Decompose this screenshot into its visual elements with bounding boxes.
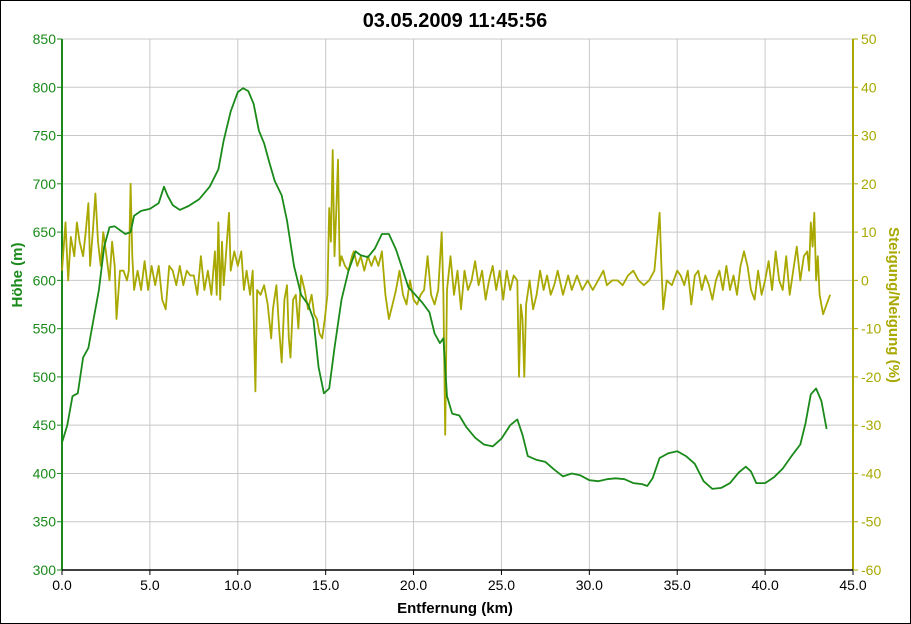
y-right-tick-label: -30 — [861, 417, 881, 433]
y-left-tick-label: 700 — [33, 176, 57, 192]
y-right-tick-label: -60 — [861, 562, 881, 578]
y-left-tick-label: 650 — [33, 224, 57, 240]
y-right-tick-label: 30 — [861, 128, 877, 144]
y-right-tick-label: 20 — [861, 176, 877, 192]
y-left-tick-label: 600 — [33, 272, 57, 288]
x-tick-label: 15.0 — [312, 577, 339, 593]
y-right-tick-label: 40 — [861, 79, 877, 95]
x-tick-label: 25.0 — [488, 577, 515, 593]
y-right-tick-label: -50 — [861, 514, 881, 530]
y-left-tick-label: 800 — [33, 79, 57, 95]
x-tick-label: 0.0 — [52, 577, 72, 593]
elevation-line — [61, 87, 828, 490]
y-left-tick-label: 500 — [33, 369, 57, 385]
y-left-tick-label: 750 — [33, 128, 57, 144]
x-tick-label: 45.0 — [839, 577, 866, 593]
grid — [61, 38, 854, 571]
y-left-tick-label: 350 — [33, 514, 57, 530]
y-right-axis-label: Steigung/Neigung (%) — [885, 227, 902, 383]
y-left-tick-label: 450 — [33, 417, 57, 433]
y-right-tick-label: -40 — [861, 465, 881, 481]
gradient-line — [61, 149, 831, 436]
y-right-tick-label: 0 — [861, 272, 869, 288]
x-tick-label: 35.0 — [664, 577, 691, 593]
axes — [61, 39, 854, 571]
y-left-tick-label: 550 — [33, 321, 57, 337]
chart-title: 03.05.2009 11:45:56 — [363, 10, 548, 32]
x-tick-label: 40.0 — [751, 577, 778, 593]
y-left-tick-label: 850 — [33, 31, 57, 47]
ticks: 0.0 5.0 10.0 15.0 20.0 25.0 30.0 35.0 40.0 45.0 85… — [33, 31, 882, 593]
y-right-tick-label: 50 — [861, 31, 877, 47]
y-left-axis-label: Höhe (m) — [9, 243, 26, 308]
x-tick-label: 30.0 — [576, 577, 603, 593]
y-left-tick-label: 400 — [33, 465, 57, 481]
x-tick-label: 20.0 — [400, 577, 427, 593]
x-tick-label: 10.0 — [224, 577, 251, 593]
y-right-tick-label: 10 — [861, 224, 877, 240]
y-right-tick-label: -10 — [861, 321, 881, 337]
y-left-tick-label: 300 — [33, 562, 57, 578]
y-right-tick-label: -20 — [861, 369, 881, 385]
series — [61, 87, 831, 490]
x-tick-label: 5.0 — [140, 577, 160, 593]
x-axis-label: Entfernung (km) — [397, 600, 513, 617]
